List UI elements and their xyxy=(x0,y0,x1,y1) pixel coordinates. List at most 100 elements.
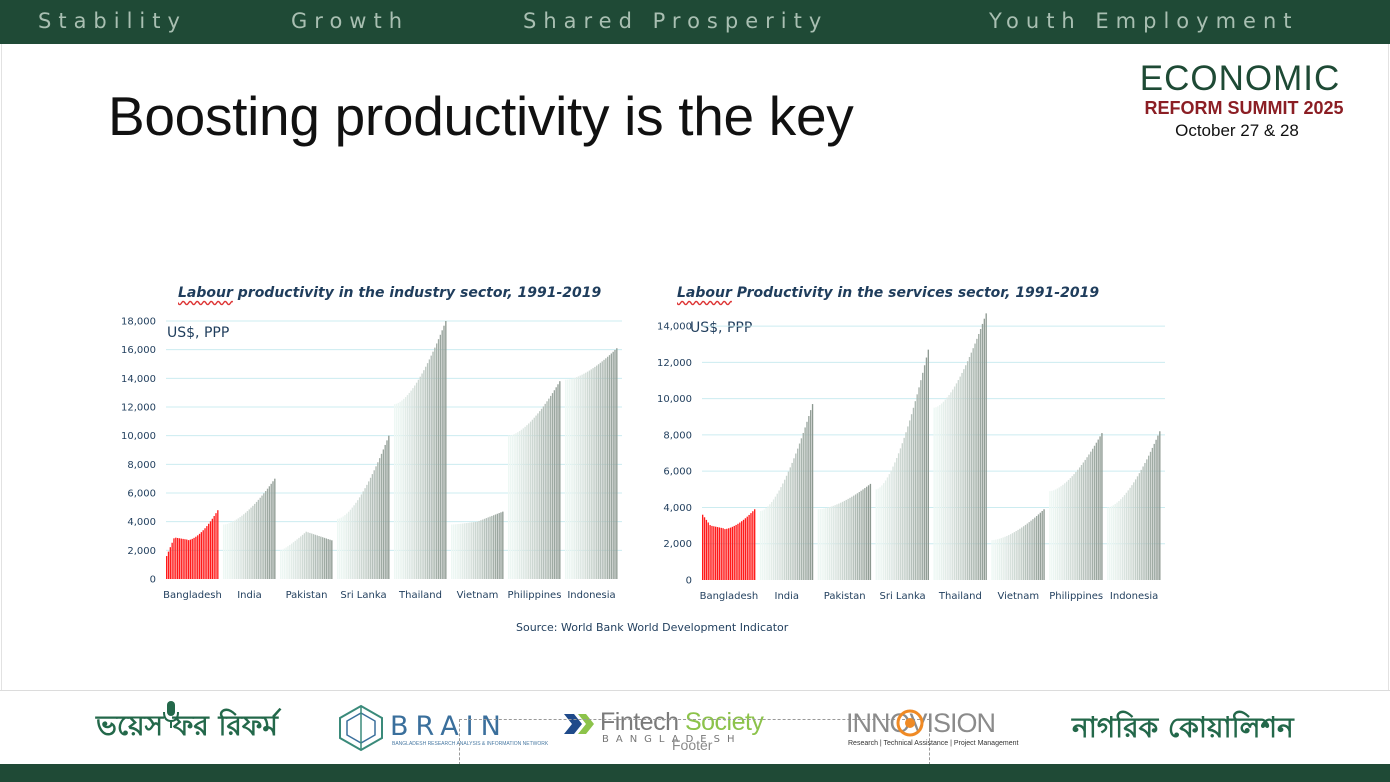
bar-bangladesh xyxy=(166,556,168,579)
bar-bangladesh xyxy=(209,521,212,579)
bar-pakistan xyxy=(828,507,831,580)
bar-india xyxy=(226,523,228,579)
bar-pakistan xyxy=(825,508,827,580)
bar-thailand xyxy=(976,338,978,580)
bar-philippines xyxy=(1056,488,1059,580)
bar-pakistan xyxy=(840,502,842,580)
bar-indonesia xyxy=(1136,476,1139,580)
bar-pakistan xyxy=(823,508,825,580)
bar-thailand xyxy=(966,361,969,580)
bar-indonesia xyxy=(596,365,598,579)
bar-thailand xyxy=(979,329,982,580)
bar-bangladesh xyxy=(191,538,193,579)
bar-vietnam xyxy=(998,538,1001,580)
bar-vietnam xyxy=(993,539,995,580)
bar-indonesia xyxy=(1112,505,1115,580)
bar-thailand xyxy=(408,392,410,579)
bar-vietnam xyxy=(1004,536,1006,580)
bar-thailand xyxy=(406,395,409,579)
x-category-label: Sri Lanka xyxy=(340,590,386,601)
bar-indonesia xyxy=(577,376,580,579)
y-tick-label: 16,000 xyxy=(121,345,156,356)
slide-title: Boosting productivity is the key xyxy=(108,85,854,147)
bar-india xyxy=(228,523,230,579)
bar-bangladesh xyxy=(175,537,177,579)
bar-vietnam xyxy=(1009,534,1012,580)
bar-pakistan xyxy=(301,534,304,579)
bar-thailand xyxy=(419,376,421,579)
bar-philippines xyxy=(557,384,559,579)
bar-sri-lanka xyxy=(379,458,381,579)
bar-india xyxy=(778,490,780,580)
voice-for-reform-logo: ভয়েস ফর রিফর্ম xyxy=(96,701,278,751)
bar-philippines xyxy=(1095,442,1098,580)
footer-divider xyxy=(0,690,1390,691)
bar-vietnam xyxy=(502,511,504,579)
bar-thailand xyxy=(957,380,959,580)
bar-philippines xyxy=(1086,457,1088,580)
bar-pakistan xyxy=(841,501,844,580)
bar-india xyxy=(272,481,274,579)
bar-bangladesh xyxy=(204,528,206,579)
bar-sri-lanka xyxy=(892,466,894,580)
services-chart-title: Labour Productivity in the services sect… xyxy=(677,285,1099,301)
bar-vietnam xyxy=(1022,526,1025,580)
bar-india xyxy=(793,458,795,580)
bar-bangladesh xyxy=(189,539,192,579)
bar-philippines xyxy=(1067,479,1070,580)
y-tick-label: 0 xyxy=(686,576,692,587)
bar-vietnam xyxy=(1035,516,1038,580)
bar-pakistan xyxy=(819,509,821,580)
bar-indonesia xyxy=(1155,439,1157,580)
bar-thailand xyxy=(948,394,950,580)
bar-philippines xyxy=(526,425,528,579)
bar-pakistan xyxy=(280,550,282,579)
bar-india xyxy=(798,443,801,580)
bar-philippines xyxy=(555,387,557,579)
bar-indonesia xyxy=(579,375,581,579)
bar-vietnam xyxy=(1043,509,1045,580)
bar-bangladesh xyxy=(735,524,737,580)
bar-sri-lanka xyxy=(912,407,915,580)
bar-indonesia xyxy=(1118,500,1120,580)
bar-philippines xyxy=(1077,469,1079,580)
bar-vietnam xyxy=(474,521,477,579)
bar-vietnam xyxy=(1002,537,1004,580)
bar-philippines xyxy=(518,431,521,579)
bar-pakistan xyxy=(867,485,870,580)
bar-india xyxy=(237,518,239,579)
bar-bangladesh xyxy=(213,516,215,579)
bar-indonesia xyxy=(614,350,616,579)
fintech-country: BANGLADESH xyxy=(602,734,742,745)
bar-india xyxy=(223,524,225,579)
bar-thailand xyxy=(421,373,423,579)
bar-pakistan xyxy=(853,495,855,580)
x-category-label: Vietnam xyxy=(457,590,499,601)
bar-vietnam xyxy=(461,523,464,579)
bar-thailand xyxy=(937,406,939,580)
bar-bangladesh xyxy=(195,536,197,579)
bar-thailand xyxy=(412,388,414,579)
bar-bangladesh xyxy=(171,542,173,579)
bar-vietnam xyxy=(496,513,499,579)
bar-thailand xyxy=(952,389,954,580)
voice-for-reform-text: ভয়েস ফর রিফর্ম xyxy=(96,709,278,742)
bar-sri-lanka xyxy=(896,457,898,580)
brain-mark-icon xyxy=(339,704,383,752)
bar-indonesia xyxy=(1148,455,1150,580)
bar-sri-lanka xyxy=(349,509,352,579)
y-tick-label: 10,000 xyxy=(657,394,692,405)
bar-sri-lanka xyxy=(890,470,892,580)
bar-philippines xyxy=(539,411,541,579)
bar-india xyxy=(802,432,804,580)
nagorik-coalition-logo: নাগরিক কোয়ালিশন xyxy=(1072,711,1294,744)
x-category-label: Pakistan xyxy=(824,591,866,602)
bar-philippines xyxy=(559,381,561,579)
bar-vietnam xyxy=(478,520,480,579)
bar-thailand xyxy=(436,343,438,579)
bar-philippines xyxy=(520,429,523,579)
bar-pakistan xyxy=(303,533,306,579)
x-category-label: Philippines xyxy=(508,590,562,601)
bar-thailand xyxy=(443,325,445,579)
bar-bangladesh xyxy=(178,538,181,579)
